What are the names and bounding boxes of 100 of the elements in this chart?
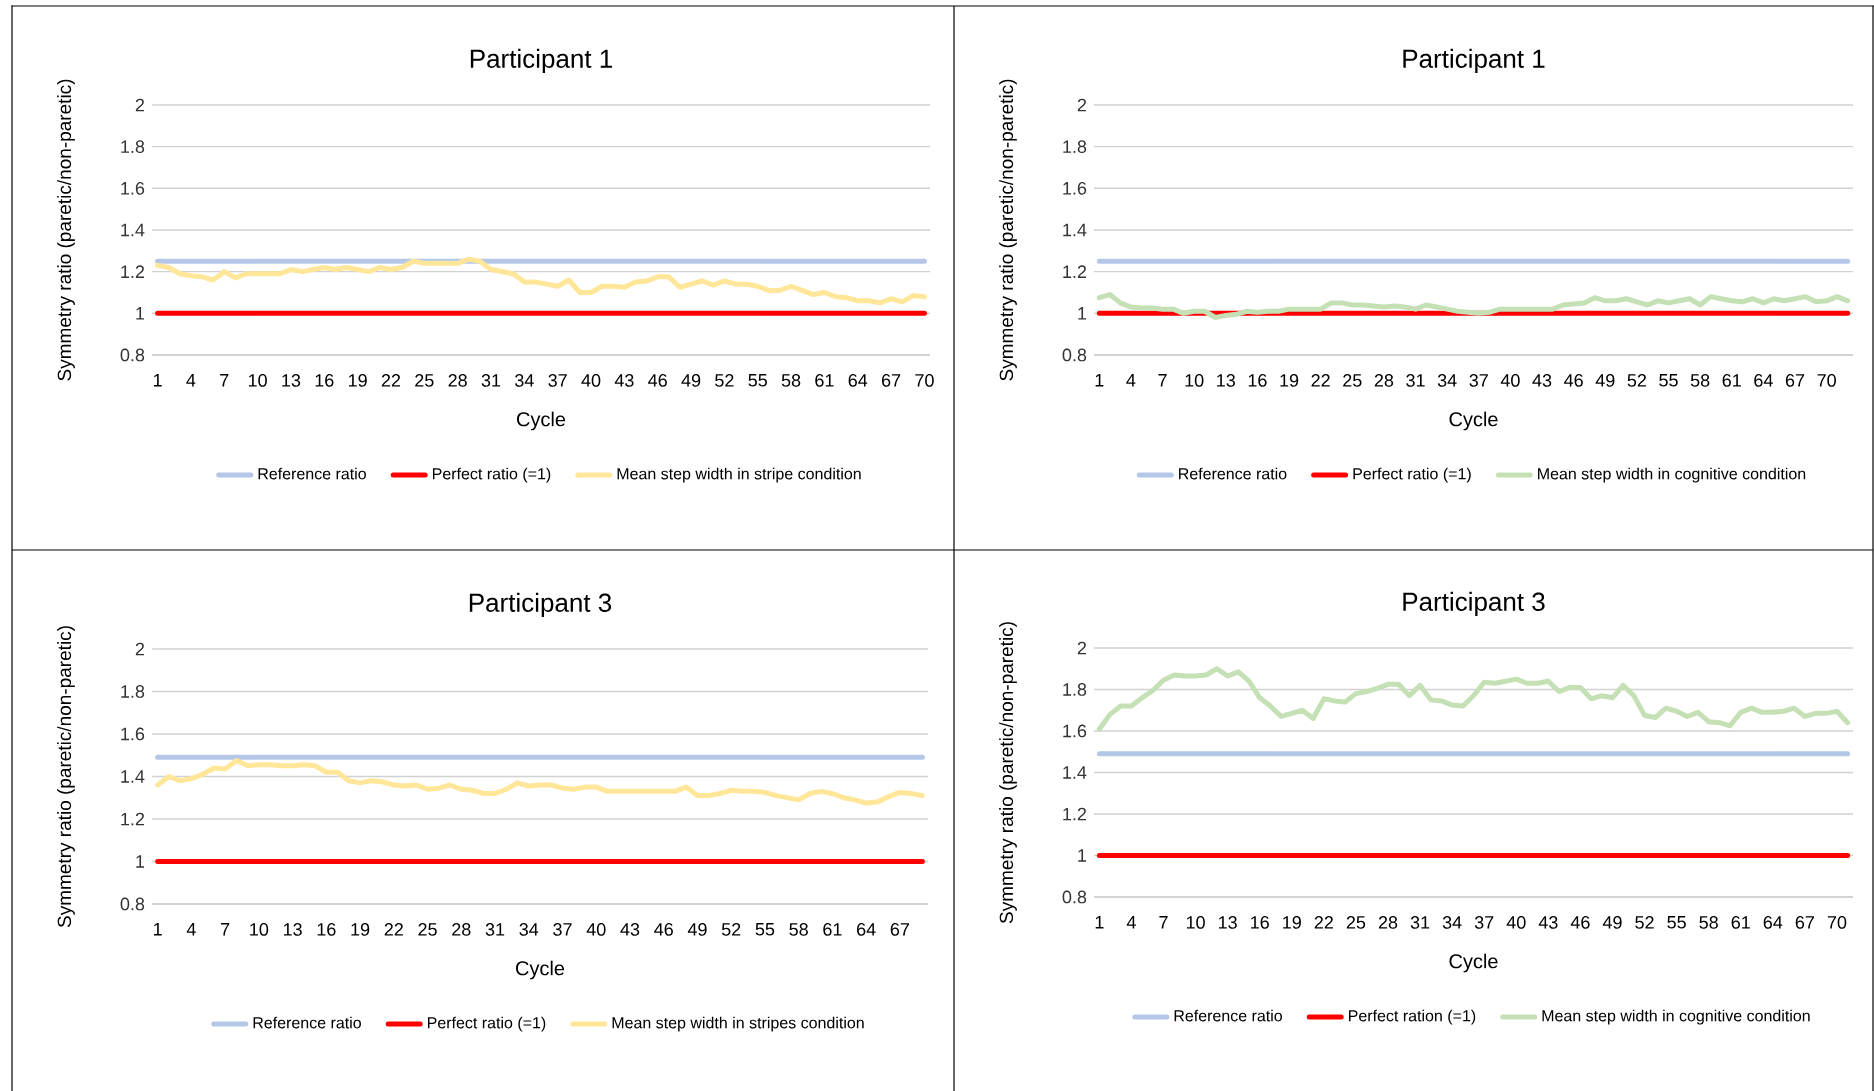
x-tick-label: 4: [186, 923, 196, 936]
y-tick-label: 1.4: [121, 770, 145, 783]
x-tick-label: 40: [1506, 916, 1526, 929]
legend-label: Reference ratio: [1174, 1009, 1282, 1022]
x-tick-label: 43: [620, 923, 640, 936]
legend-label: Mean step width in stripe condition: [617, 467, 861, 483]
y-axis-title: Symmetry ratio (paretic/non-paretic): [999, 79, 1017, 381]
x-tick-label: 13: [1219, 916, 1237, 929]
y-tick-label: 2: [1077, 98, 1087, 112]
y-tick-label: 1.6: [121, 181, 145, 195]
x-tick-label: 55: [1667, 916, 1686, 929]
y-tick-label: 1: [136, 855, 145, 868]
x-tick-label: 49: [1602, 916, 1622, 929]
chart-title: Participant 3: [469, 592, 612, 618]
y-tick-label: 2: [1077, 641, 1087, 655]
y-tick-label: 1.6: [1063, 181, 1087, 195]
x-tick-label: 61: [1722, 374, 1741, 387]
x-tick-label: 37: [1474, 916, 1494, 929]
x-tick-label: 1: [153, 374, 162, 387]
x-tick-label: 43: [1538, 916, 1558, 929]
x-tick-label: 10: [1186, 916, 1205, 929]
y-tick-label: 1.2: [121, 265, 145, 278]
x-tick-label: 22: [1314, 916, 1333, 929]
chart-title: Participant 1: [470, 48, 612, 74]
x-tick-label: 46: [648, 374, 667, 387]
x-tick-label: 31: [485, 923, 505, 936]
y-tick-label: 1.2: [1063, 265, 1087, 278]
x-tick-label: 37: [548, 374, 567, 387]
x-tick-label: 4: [186, 374, 196, 387]
x-tick-label: 55: [1659, 374, 1678, 387]
x-tick-label: 22: [381, 374, 401, 387]
x-tick-label: 10: [250, 923, 269, 936]
x-tick-label: 25: [415, 374, 434, 387]
x-tick-label: 1: [1095, 374, 1104, 387]
chart-title: Participant 3: [1403, 591, 1545, 617]
x-tick-label: 31: [1410, 916, 1430, 929]
y-tick-label: 1.4: [121, 223, 145, 237]
y-tick-label: 0.8: [120, 897, 145, 911]
x-tick-label: 31: [1406, 374, 1425, 387]
x-tick-label: 70: [915, 374, 934, 387]
x-tick-label: 1: [1095, 916, 1104, 929]
y-tick-label: 0.8: [120, 348, 145, 362]
x-tick-label: 61: [823, 923, 842, 936]
x-tick-label: 22: [1311, 374, 1330, 387]
y-tick-label: 1.6: [121, 727, 145, 741]
x-tick-label: 34: [1437, 374, 1457, 387]
chart-title: Participant 1: [1403, 48, 1545, 74]
x-tick-label: 58: [1690, 374, 1710, 387]
x-tick-label: 58: [781, 374, 801, 387]
x-tick-label: 49: [1595, 374, 1615, 387]
x-tick-label: 28: [452, 923, 471, 936]
x-tick-label: 37: [1469, 374, 1488, 387]
x-tick-label: 10: [248, 374, 267, 387]
y-tick-label: 1: [1078, 849, 1087, 862]
y-tick-label: 0.8: [1062, 890, 1087, 904]
legend-label: Reference ratio: [258, 467, 366, 480]
x-tick-label: 64: [1754, 374, 1773, 387]
y-tick-label: 1.4: [1063, 223, 1087, 237]
x-tick-label: 52: [1635, 916, 1654, 929]
x-tick-label: 25: [1343, 374, 1362, 387]
y-axis-title: Symmetry ratio (paretic/non-paretic): [57, 79, 75, 381]
y-tick-label: 1.2: [1063, 807, 1087, 821]
legend-label: Perfect ratio (=1): [432, 467, 551, 483]
x-tick-label: 4: [1126, 374, 1136, 387]
x-tick-label: 7: [1159, 916, 1168, 929]
y-tick-label: 1.8: [121, 140, 145, 154]
x-tick-label: 16: [317, 923, 336, 936]
x-tick-label: 28: [1378, 916, 1398, 929]
y-tick-label: 1.2: [121, 812, 145, 826]
legend-label: Perfect ratio (=1): [1353, 467, 1471, 483]
x-tick-label: 16: [1248, 374, 1267, 387]
x-axis-title: Cycle: [1449, 411, 1498, 431]
x-tick-label: 67: [882, 374, 901, 387]
x-tick-label: 64: [1763, 916, 1783, 929]
x-tick-label: 22: [384, 923, 403, 936]
x-tick-label: 34: [519, 923, 539, 936]
x-tick-label: 49: [681, 374, 701, 387]
x-tick-label: 7: [221, 923, 230, 936]
x-tick-label: 40: [586, 923, 606, 936]
x-tick-label: 13: [1217, 374, 1235, 387]
x-axis-title: Cycle: [1449, 953, 1498, 973]
x-tick-label: 19: [351, 923, 370, 936]
x-tick-label: 40: [581, 374, 601, 387]
y-tick-label: 2: [135, 98, 145, 112]
x-tick-label: 43: [1532, 374, 1552, 387]
y-tick-label: 0.8: [1062, 348, 1087, 362]
x-tick-label: 16: [315, 374, 334, 387]
y-tick-label: 1.4: [1063, 766, 1087, 779]
x-tick-label: 28: [1374, 374, 1394, 387]
x-tick-label: 13: [282, 374, 301, 387]
x-tick-label: 64: [857, 923, 876, 936]
x-tick-label: 34: [1442, 916, 1462, 929]
y-tick-label: 1.6: [1063, 724, 1087, 738]
x-tick-label: 67: [1785, 374, 1805, 387]
x-tick-label: 37: [553, 923, 572, 936]
x-tick-label: 61: [815, 374, 834, 387]
x-tick-label: 58: [1699, 916, 1718, 929]
y-axis-title: Symmetry ratio (paretic/non-paretic): [57, 626, 75, 928]
legend-label: Reference ratio: [253, 1016, 361, 1029]
x-axis-title: Cycle: [516, 960, 565, 980]
